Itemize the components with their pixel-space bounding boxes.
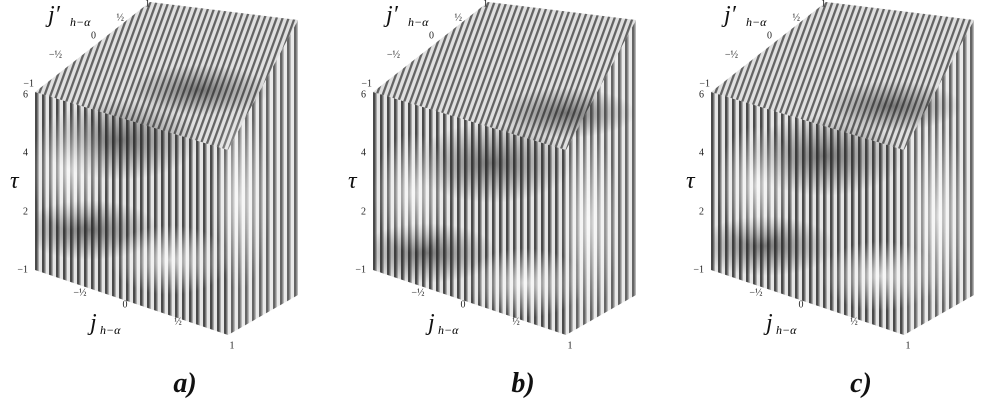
- panel-label: c): [850, 368, 872, 399]
- shade: [30, 110, 110, 230]
- horizontal-tick-label: ½: [512, 316, 520, 327]
- horizontal-tick-label: 0: [461, 299, 466, 310]
- tau-label: τ: [348, 168, 358, 194]
- depth-tick-label: ½: [793, 12, 801, 23]
- tau-tick-label: 6: [699, 89, 704, 100]
- depth-tick-label: 0: [767, 30, 772, 41]
- shade: [716, 126, 796, 246]
- shade: [373, 133, 453, 253]
- depth-subscript: h−α: [408, 15, 429, 29]
- depth-subscript: h−α: [70, 15, 91, 29]
- horizontal-tick-label: −½: [411, 287, 425, 298]
- tau-tick-label: 4: [23, 147, 28, 158]
- depth-tick-label: 1: [145, 0, 150, 9]
- horizontal-subscript: h−α: [438, 323, 459, 337]
- depth-tick-label: −½: [49, 49, 63, 60]
- depth-tick-label: ½: [117, 12, 125, 23]
- horizontal-tick-label: 0: [799, 299, 804, 310]
- tau-tick-label: 2: [699, 206, 704, 217]
- depth-tick-label: 1: [483, 0, 488, 9]
- depth-tick-label: −1: [23, 78, 34, 89]
- depth-tick-label: 0: [429, 30, 434, 41]
- tau-label: τ: [686, 168, 696, 194]
- tau-tick-label: 4: [361, 147, 366, 158]
- depth-subscript: h−α: [746, 15, 767, 29]
- shade: [210, 110, 270, 290]
- depth-tick-label: −½: [387, 49, 401, 60]
- horizontal-tick-label: −½: [73, 287, 87, 298]
- horizontal-tick-label: 1: [230, 340, 235, 351]
- horizontal-tick-label: ½: [174, 316, 182, 327]
- tau-tick-label: 2: [23, 206, 28, 217]
- horizontal-tick-label: 1: [906, 340, 911, 351]
- depth-tick-label: −½: [725, 49, 739, 60]
- horizontal-label: j: [763, 310, 773, 336]
- tau-tick-label: −1: [17, 264, 28, 275]
- tau-tick-label: 4: [699, 147, 704, 158]
- horizontal-tick-label: −½: [749, 287, 763, 298]
- depth-tick-label: ½: [455, 12, 463, 23]
- depth-tick-label: 0: [91, 30, 96, 41]
- horizontal-label: j: [87, 310, 97, 336]
- horizontal-tick-label: ½: [850, 316, 858, 327]
- horizontal-label: j: [425, 310, 435, 336]
- horizontal-tick-label: 0: [123, 299, 128, 310]
- tau-tick-label: −1: [355, 264, 366, 275]
- tau-tick-label: 6: [23, 89, 28, 100]
- panel-label: a): [173, 368, 196, 399]
- tau-tick-label: −1: [693, 264, 704, 275]
- horizontal-subscript: h−α: [776, 323, 797, 337]
- depth-tick-label: −1: [699, 78, 710, 89]
- tau-tick-label: 6: [361, 89, 366, 100]
- shade: [822, 81, 962, 131]
- shade: [110, 225, 230, 295]
- shade: [496, 88, 636, 138]
- horizontal-subscript: h−α: [100, 323, 121, 337]
- shade: [559, 133, 619, 313]
- shade: [130, 65, 270, 115]
- panel-label: b): [511, 368, 534, 399]
- depth-tick-label: 1: [821, 0, 826, 9]
- tau-label: τ: [10, 168, 20, 194]
- figure: −1246−1−½0½1−½0½1τj′h−αjh−αa)−1246−1−½0½…: [0, 0, 981, 409]
- depth-label: j′: [383, 2, 399, 28]
- tau-tick-label: 2: [361, 206, 366, 217]
- depth-label: j′: [45, 2, 61, 28]
- depth-tick-label: −1: [361, 78, 372, 89]
- depth-label: j′: [721, 2, 737, 28]
- horizontal-tick-label: 1: [568, 340, 573, 351]
- shade: [908, 126, 968, 306]
